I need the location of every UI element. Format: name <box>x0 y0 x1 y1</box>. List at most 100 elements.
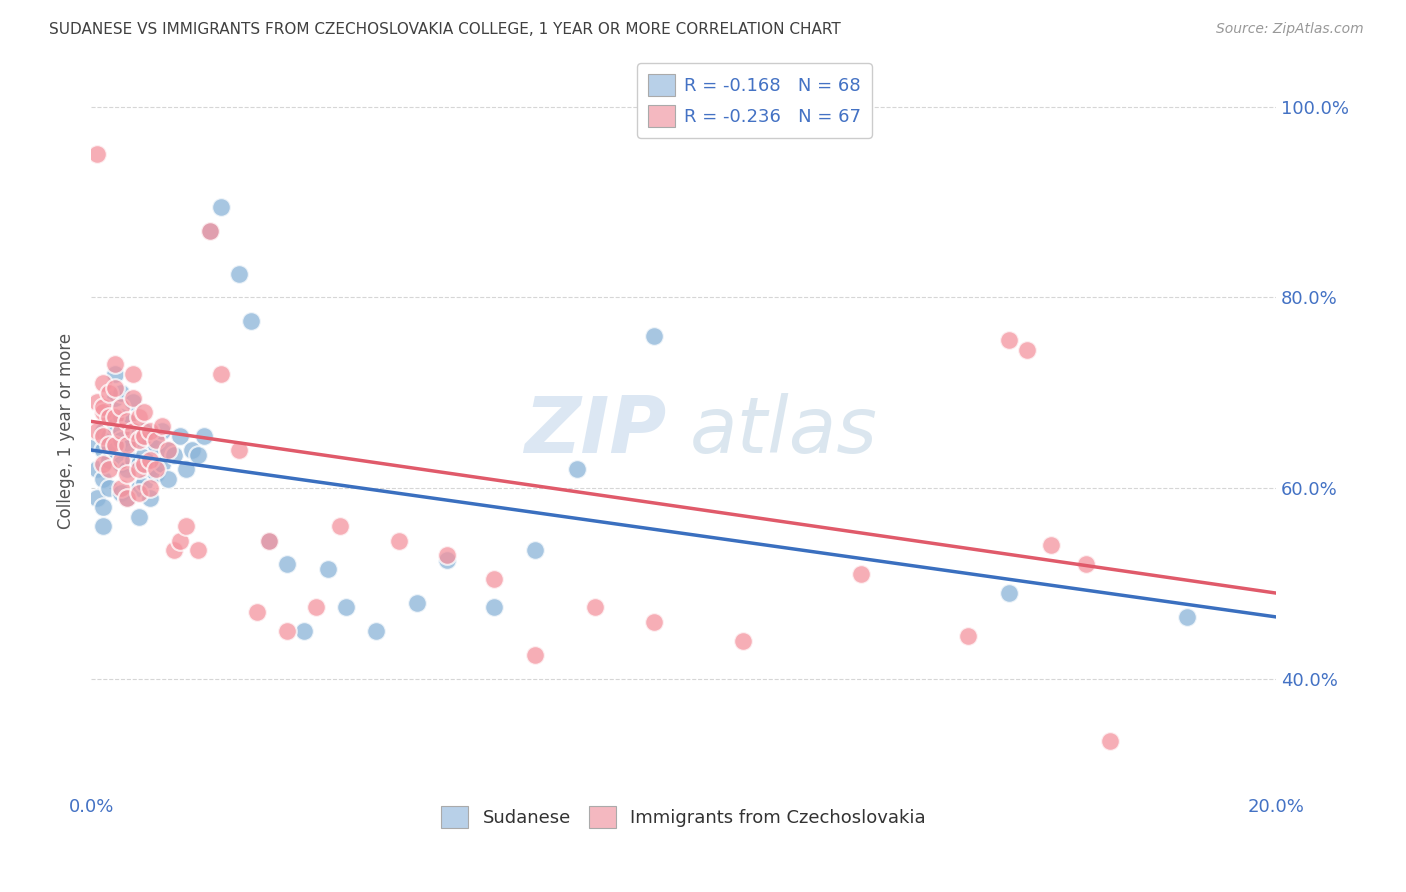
Point <box>91 458 114 472</box>
Point <box>211 200 233 214</box>
Point <box>198 224 221 238</box>
Point <box>139 434 162 448</box>
Point <box>97 405 120 419</box>
Point <box>139 424 162 438</box>
Point <box>228 442 250 457</box>
Point <box>134 428 156 442</box>
Point <box>121 367 143 381</box>
Point <box>329 519 352 533</box>
Point <box>956 629 979 643</box>
Point <box>104 442 127 457</box>
Point <box>157 442 180 457</box>
Point <box>169 428 191 442</box>
Point <box>115 414 138 428</box>
Point <box>169 533 191 548</box>
Point <box>91 428 114 442</box>
Point <box>104 357 127 371</box>
Point <box>110 409 132 424</box>
Point <box>91 442 114 457</box>
Point <box>110 434 132 448</box>
Point <box>115 462 138 476</box>
Point <box>305 600 328 615</box>
Point <box>388 533 411 548</box>
Point <box>91 400 114 414</box>
Point <box>436 552 458 566</box>
Point <box>157 472 180 486</box>
Point <box>406 596 429 610</box>
Point <box>104 409 127 424</box>
Text: SUDANESE VS IMMIGRANTS FROM CZECHOSLOVAKIA COLLEGE, 1 YEAR OR MORE CORRELATION C: SUDANESE VS IMMIGRANTS FROM CZECHOSLOVAK… <box>49 22 841 37</box>
Point <box>174 462 197 476</box>
Point <box>246 605 269 619</box>
Point <box>91 376 114 391</box>
Point <box>104 438 127 452</box>
Point <box>157 442 180 457</box>
Point <box>86 491 108 505</box>
Point <box>150 419 173 434</box>
Point <box>134 424 156 438</box>
Point <box>110 486 132 500</box>
Point <box>86 438 108 452</box>
Point <box>121 391 143 405</box>
Point <box>316 562 339 576</box>
Point <box>276 624 298 639</box>
Point <box>145 434 167 448</box>
Point <box>121 452 143 467</box>
Point <box>364 624 387 639</box>
Text: ZIP: ZIP <box>523 393 666 469</box>
Point <box>104 381 127 395</box>
Point <box>524 648 547 662</box>
Point <box>91 424 114 438</box>
Point <box>128 509 150 524</box>
Point <box>294 624 316 639</box>
Point <box>86 462 108 476</box>
Point <box>97 462 120 476</box>
Point <box>193 428 215 442</box>
Point <box>187 543 209 558</box>
Point <box>139 481 162 495</box>
Point <box>482 572 505 586</box>
Point <box>1017 343 1039 357</box>
Point <box>110 458 132 472</box>
Point <box>110 424 132 438</box>
Point <box>121 395 143 409</box>
Point <box>145 438 167 452</box>
Point <box>97 452 120 467</box>
Point <box>228 267 250 281</box>
Point <box>257 533 280 548</box>
Point <box>1099 734 1122 748</box>
Point <box>86 424 108 438</box>
Point <box>731 633 754 648</box>
Legend: Sudanese, Immigrants from Czechoslovakia: Sudanese, Immigrants from Czechoslovakia <box>434 798 934 835</box>
Point <box>97 385 120 400</box>
Point <box>128 458 150 472</box>
Point <box>198 224 221 238</box>
Point <box>115 438 138 452</box>
Text: atlas: atlas <box>689 393 877 469</box>
Point <box>150 458 173 472</box>
Point <box>110 452 132 467</box>
Point <box>139 462 162 476</box>
Point <box>482 600 505 615</box>
Point <box>128 434 150 448</box>
Point <box>174 519 197 533</box>
Point <box>134 448 156 462</box>
Point <box>110 481 132 495</box>
Point <box>180 442 202 457</box>
Point <box>583 600 606 615</box>
Point <box>115 414 138 428</box>
Point <box>134 405 156 419</box>
Point <box>150 424 173 438</box>
Point <box>524 543 547 558</box>
Point <box>1076 558 1098 572</box>
Point <box>139 491 162 505</box>
Point <box>276 558 298 572</box>
Point <box>86 147 108 161</box>
Point <box>128 486 150 500</box>
Point <box>145 467 167 481</box>
Point <box>97 409 120 424</box>
Point <box>110 385 132 400</box>
Point <box>97 438 120 452</box>
Text: Source: ZipAtlas.com: Source: ZipAtlas.com <box>1216 22 1364 37</box>
Point <box>104 391 127 405</box>
